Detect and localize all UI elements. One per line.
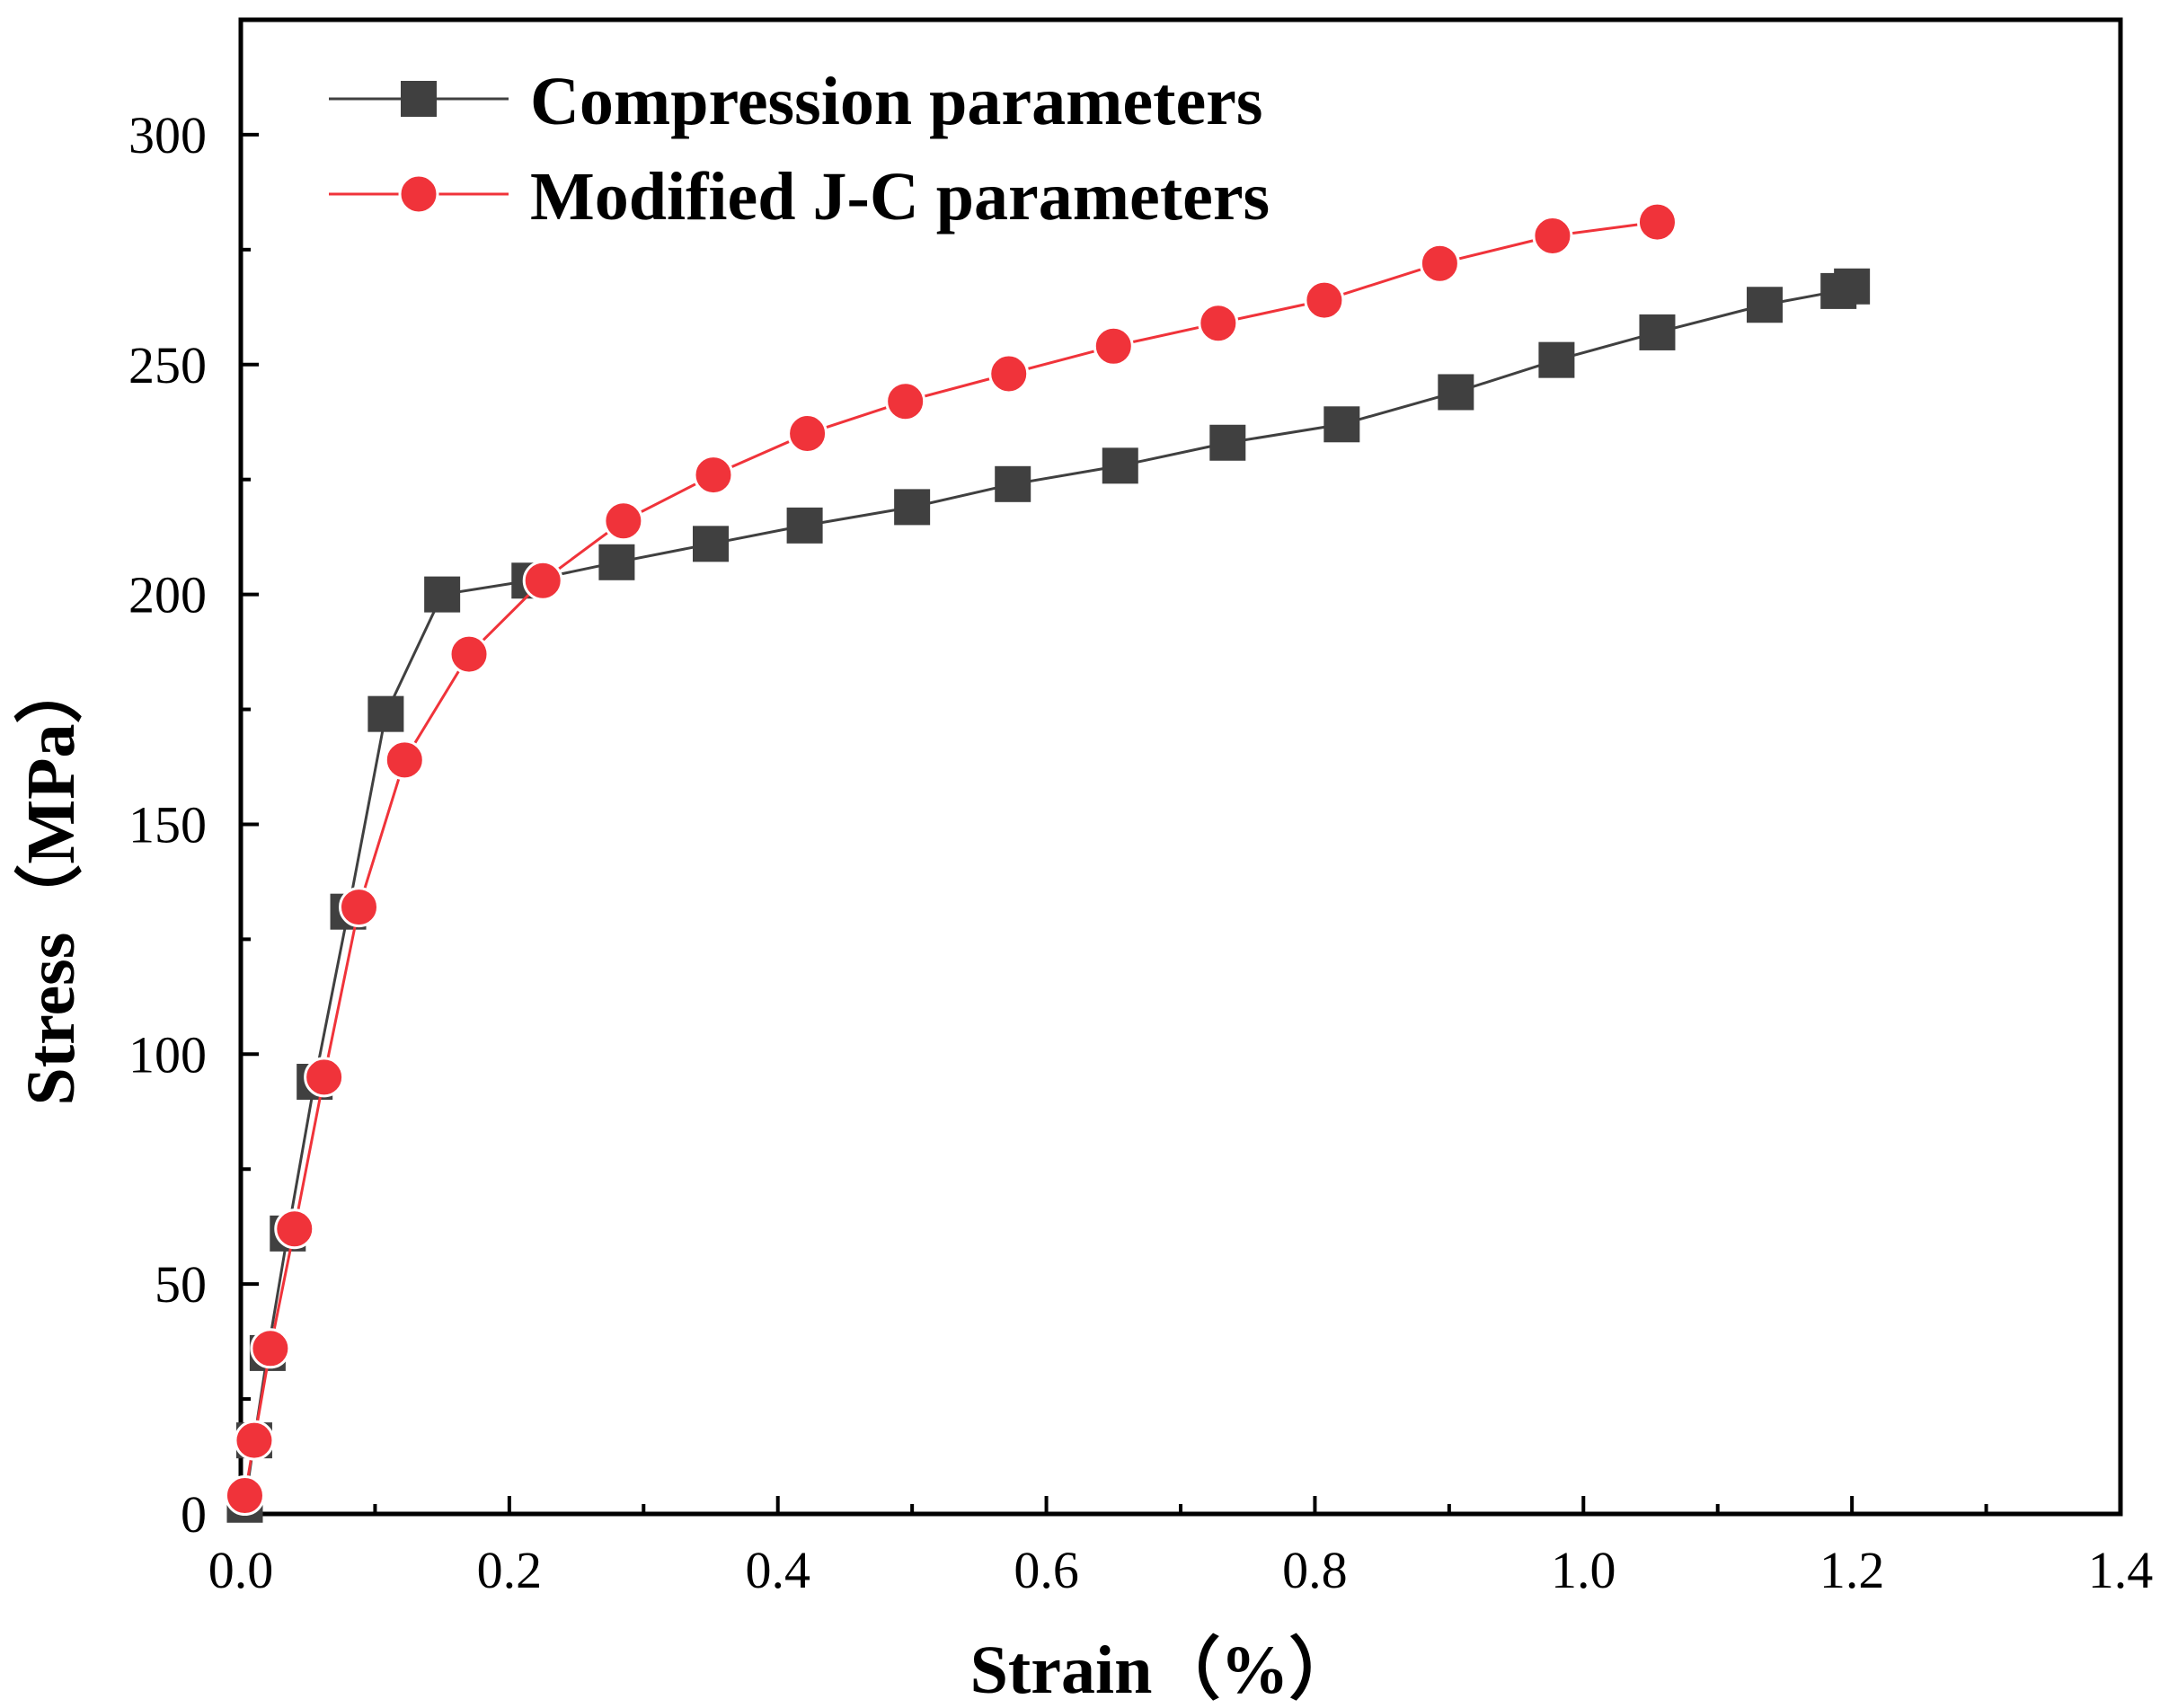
- x-tick-label: 0.6: [1014, 1541, 1079, 1599]
- x-axis-title: Strain（%）: [970, 1633, 1358, 1708]
- plot-frame: [238, 17, 2123, 1517]
- y-tick-label: 0: [181, 1485, 207, 1544]
- data-point-square: [786, 507, 823, 544]
- data-point-square: [1209, 424, 1246, 461]
- y-tick-label: 100: [128, 1025, 207, 1084]
- data-point-circle: [603, 500, 644, 542]
- data-point-circle: [693, 455, 734, 496]
- y-tick-label: 150: [128, 795, 207, 854]
- data-point-circle: [448, 633, 490, 675]
- y-axis-title: Stress（MPa）: [13, 656, 89, 1106]
- data-point-circle: [885, 381, 926, 422]
- series-layer: [224, 201, 1871, 1523]
- y-tick-label: 250: [128, 336, 207, 394]
- data-point-square: [367, 695, 404, 732]
- y-tick-label: 50: [155, 1255, 207, 1314]
- legend-marker-compression: [401, 81, 437, 117]
- x-tick-label: 0.0: [208, 1541, 274, 1599]
- y-tick-label: 300: [128, 106, 207, 164]
- data-point-circle: [250, 1328, 291, 1369]
- data-point-circle: [274, 1208, 315, 1250]
- x-tick-label: 1.4: [2088, 1541, 2154, 1599]
- data-point-square: [995, 465, 1031, 502]
- data-point-circle: [1532, 215, 1573, 256]
- data-point-square: [693, 526, 729, 562]
- y-tick-label: 200: [128, 566, 207, 624]
- series-line-0: [243, 285, 1853, 1505]
- legend: Compression parameters Modified J-C para…: [329, 64, 1270, 235]
- data-point-circle: [338, 887, 379, 928]
- data-point-circle: [384, 739, 425, 781]
- x-tick-label: 0.2: [477, 1541, 543, 1599]
- data-point-circle: [234, 1420, 275, 1461]
- data-point-circle: [224, 1475, 265, 1517]
- data-point-square: [1324, 406, 1360, 443]
- x-axis: 0.0 0.2 0.4 0.6 0.8 1.0 1.2 1.4: [208, 1496, 2154, 1599]
- data-point-square: [1834, 268, 1871, 305]
- data-point-circle: [304, 1057, 345, 1098]
- legend-label-modified: Modified J-C parameters: [530, 159, 1270, 235]
- data-point-square: [424, 576, 461, 613]
- legend-marker-modified: [398, 173, 439, 215]
- data-point-circle: [787, 413, 828, 455]
- data-point-circle: [988, 353, 1030, 394]
- data-point-square: [1747, 287, 1784, 323]
- data-point-circle: [1636, 201, 1678, 243]
- data-point-square: [598, 544, 635, 580]
- data-point-circle: [522, 560, 563, 601]
- x-tick-label: 1.0: [1551, 1541, 1616, 1599]
- data-point-circle: [1093, 325, 1134, 367]
- data-point-circle: [1304, 279, 1345, 321]
- x-tick-label: 0.4: [745, 1541, 810, 1599]
- data-point-square: [1639, 314, 1676, 350]
- series-line-1: [243, 220, 1658, 1496]
- data-point-circle: [1419, 243, 1460, 284]
- data-point-circle: [1198, 303, 1239, 344]
- legend-label-compression: Compression parameters: [530, 64, 1262, 139]
- x-tick-label: 1.2: [1819, 1541, 1885, 1599]
- data-point-square: [1102, 447, 1138, 484]
- data-point-square: [1438, 374, 1474, 411]
- data-point-square: [894, 489, 931, 526]
- x-tick-label: 0.8: [1282, 1541, 1348, 1599]
- y-axis: 0 50 100 150 200 250 300: [128, 106, 259, 1544]
- data-point-square: [1538, 341, 1575, 378]
